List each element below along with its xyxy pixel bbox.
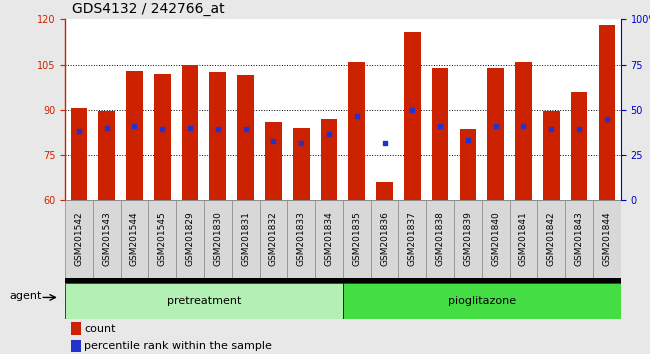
Text: GSM201844: GSM201844	[603, 212, 612, 266]
Point	[213, 126, 223, 132]
Text: percentile rank within the sample: percentile rank within the sample	[84, 341, 272, 351]
Bar	[543, 111, 560, 200]
Bar	[287, 200, 315, 278]
Text: GSM201832: GSM201832	[269, 212, 278, 266]
Text: GSM201841: GSM201841	[519, 212, 528, 266]
Point	[185, 125, 195, 131]
Bar	[204, 200, 231, 278]
Text: GDS4132 / 242766_at: GDS4132 / 242766_at	[72, 2, 224, 16]
Text: pioglitazone: pioglitazone	[448, 296, 516, 306]
Text: GSM201836: GSM201836	[380, 211, 389, 267]
Point	[518, 124, 528, 129]
Bar	[71, 322, 81, 335]
Point	[491, 124, 501, 129]
Text: GSM201842: GSM201842	[547, 212, 556, 266]
Point	[157, 126, 168, 132]
Point	[380, 140, 390, 146]
Bar	[426, 200, 454, 278]
Point	[352, 113, 362, 119]
Bar	[370, 200, 398, 278]
Text: GSM201831: GSM201831	[241, 211, 250, 267]
Bar	[593, 200, 621, 278]
Bar	[176, 200, 204, 278]
Bar	[343, 200, 370, 278]
Bar	[320, 119, 337, 200]
Bar	[65, 283, 343, 319]
Bar	[65, 200, 93, 278]
Bar	[348, 62, 365, 200]
Point	[324, 131, 334, 137]
Bar	[398, 200, 426, 278]
Bar	[71, 340, 81, 352]
Bar	[154, 74, 170, 200]
Text: GSM201829: GSM201829	[185, 212, 194, 266]
Point	[435, 124, 445, 129]
Point	[407, 107, 417, 113]
Point	[73, 128, 84, 133]
Bar	[571, 92, 588, 200]
Bar	[376, 182, 393, 200]
Text: pretreatment: pretreatment	[167, 296, 241, 306]
Text: GSM201544: GSM201544	[130, 212, 139, 266]
Bar	[454, 200, 482, 278]
Bar	[71, 108, 87, 200]
Point	[602, 116, 612, 122]
Text: GSM201835: GSM201835	[352, 211, 361, 267]
Text: GSM201543: GSM201543	[102, 212, 111, 266]
Bar	[565, 200, 593, 278]
Text: GSM201843: GSM201843	[575, 212, 584, 266]
Bar	[432, 68, 448, 200]
Bar	[343, 283, 621, 319]
Bar	[259, 200, 287, 278]
Text: GSM201545: GSM201545	[158, 212, 167, 266]
Text: GSM201834: GSM201834	[324, 212, 333, 266]
Bar	[98, 111, 115, 200]
Bar	[293, 128, 309, 200]
Text: GSM201840: GSM201840	[491, 212, 500, 266]
Text: GSM201833: GSM201833	[296, 211, 306, 267]
Bar	[482, 200, 510, 278]
Point	[574, 126, 584, 132]
Text: agent: agent	[10, 291, 42, 301]
Bar	[148, 200, 176, 278]
Point	[101, 125, 112, 131]
Bar	[404, 32, 421, 200]
Bar	[93, 200, 120, 278]
Bar	[232, 200, 259, 278]
Bar	[237, 75, 254, 200]
Bar	[538, 200, 566, 278]
Text: count: count	[84, 324, 116, 333]
Bar	[126, 71, 143, 200]
Bar	[510, 200, 538, 278]
Text: GSM201839: GSM201839	[463, 211, 473, 267]
Bar	[315, 200, 343, 278]
Bar	[121, 200, 148, 278]
Point	[296, 140, 306, 146]
Point	[463, 137, 473, 143]
Bar	[488, 68, 504, 200]
Text: GSM201542: GSM201542	[74, 212, 83, 266]
Bar	[599, 25, 615, 200]
Bar	[460, 129, 476, 200]
Bar	[65, 278, 621, 283]
Text: GSM201837: GSM201837	[408, 211, 417, 267]
Point	[546, 126, 556, 132]
Bar	[515, 62, 532, 200]
Bar	[265, 122, 281, 200]
Text: GSM201838: GSM201838	[436, 211, 445, 267]
Text: GSM201830: GSM201830	[213, 211, 222, 267]
Point	[129, 124, 140, 129]
Point	[240, 126, 251, 132]
Point	[268, 138, 279, 144]
Bar	[182, 64, 198, 200]
Bar	[209, 72, 226, 200]
